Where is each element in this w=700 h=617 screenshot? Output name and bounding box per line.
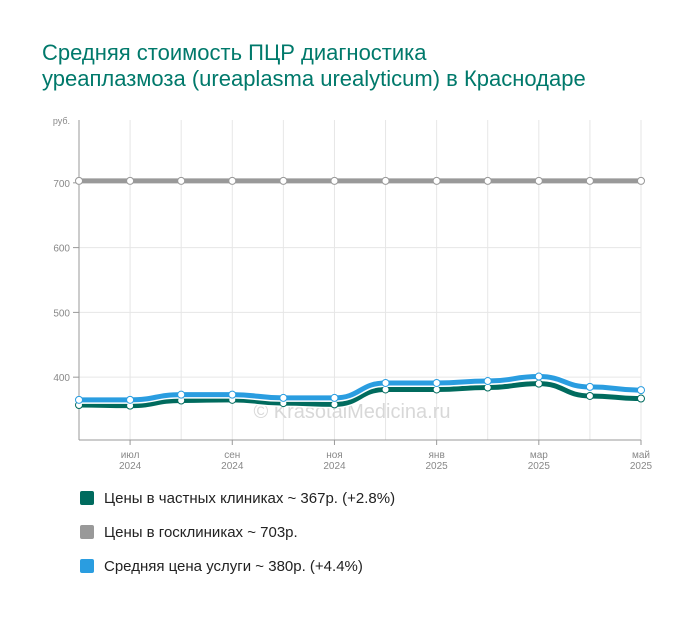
legend-swatch [80, 491, 94, 505]
point [585, 391, 594, 400]
point [483, 176, 492, 185]
point [637, 176, 645, 185]
y-tick-label: 500 [53, 308, 70, 319]
point [381, 176, 390, 185]
point [126, 395, 135, 404]
point [75, 176, 83, 185]
point [637, 386, 645, 395]
point [585, 382, 594, 391]
y-tick-label: 700 [53, 179, 70, 190]
y-tick-label: 400 [53, 373, 70, 384]
series-line [78, 374, 642, 403]
point [75, 395, 83, 404]
x-tick-label: янв 2025 [425, 450, 448, 472]
point [432, 176, 441, 185]
legend-label: Цены в госклиниках ~ 703р. [104, 524, 298, 541]
x-tick-label: мар 2025 [527, 450, 550, 472]
point [585, 176, 594, 185]
y-tick-label: 600 [53, 244, 70, 255]
legend-swatch [80, 525, 94, 539]
y-axis-label: руб. [53, 116, 70, 126]
point [177, 390, 186, 399]
x-tick-label: май 2025 [629, 450, 653, 472]
point [432, 378, 441, 387]
x-tick-label: сен 2024 [221, 450, 244, 472]
series-line [78, 381, 642, 409]
point [637, 394, 645, 403]
point [228, 176, 237, 185]
point [534, 176, 543, 185]
point [381, 378, 390, 387]
point [279, 176, 288, 185]
point [432, 385, 441, 394]
legend-item: Цены в госклиниках ~ 703р. [80, 524, 298, 541]
x-tick-label: ноя 2024 [323, 450, 346, 472]
point [228, 390, 237, 399]
point [126, 176, 135, 185]
legend-item: Цены в частных клиниках ~ 367р. (+2.8%) [80, 490, 395, 507]
point [534, 379, 543, 388]
chart-title: Средняя стоимость ПЦР диагностика уреапл… [42, 40, 586, 91]
point [534, 372, 543, 381]
point [177, 176, 186, 185]
point [279, 393, 288, 402]
x-tick-label: июл 2024 [118, 450, 142, 472]
legend-label: Цены в частных клиниках ~ 367р. (+2.8%) [104, 490, 396, 507]
point [330, 393, 339, 402]
point [483, 383, 492, 392]
point [483, 377, 492, 386]
legend-label: Средняя цена услуги ~ 380р. (+4.4%) [104, 558, 363, 575]
point [330, 400, 339, 409]
point [330, 176, 339, 185]
legend-swatch [80, 559, 94, 573]
legend-item: Средняя цена услуги ~ 380р. (+4.4%) [80, 558, 363, 575]
